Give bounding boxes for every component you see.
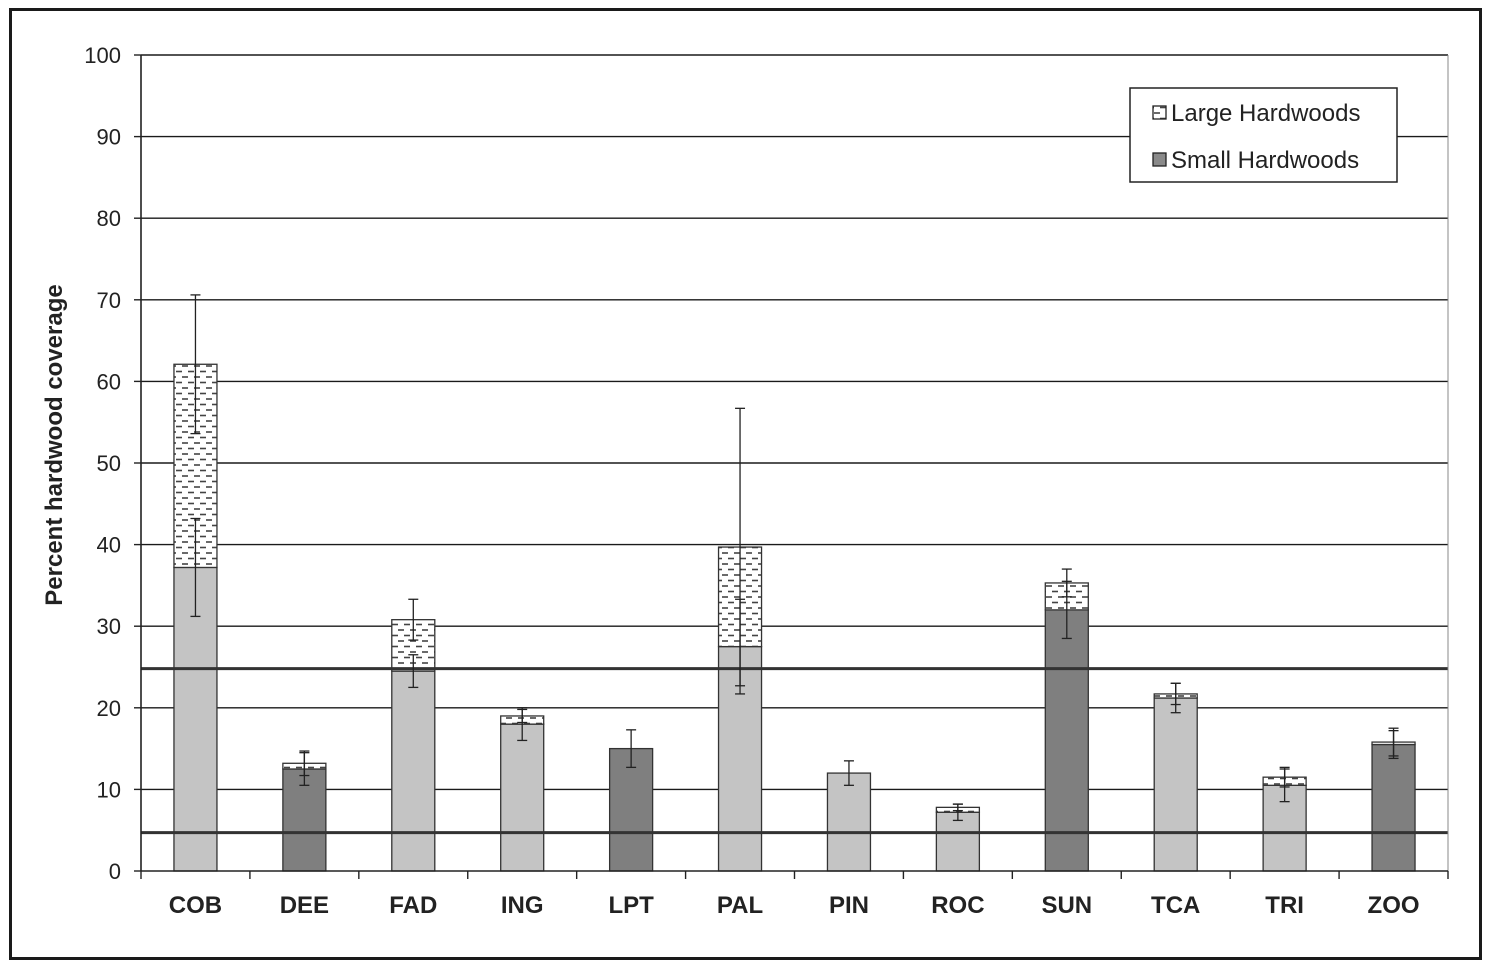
y-tick-label: 50 bbox=[97, 451, 121, 476]
bar-small-fad bbox=[391, 670, 436, 872]
y-tick-label: 60 bbox=[97, 369, 121, 394]
bar-small-dee bbox=[282, 768, 327, 872]
bar-small-ing bbox=[500, 723, 545, 872]
bars bbox=[173, 363, 1416, 872]
legend-swatch-large bbox=[1152, 105, 1167, 120]
legend: Large Hardwoods Small Hardwoods bbox=[1129, 87, 1398, 183]
reference-lines bbox=[141, 667, 1448, 835]
x-category-label: ZOO bbox=[1368, 892, 1420, 919]
y-tick-label: 80 bbox=[97, 206, 121, 231]
y-tick-label: 0 bbox=[109, 859, 121, 884]
x-category-label: TRI bbox=[1265, 892, 1304, 919]
bar-small-pin bbox=[826, 772, 872, 872]
legend-label-large: Large Hardwoods bbox=[1171, 100, 1360, 127]
y-tick-label: 40 bbox=[97, 533, 121, 558]
bar-small-cob bbox=[173, 566, 218, 872]
legend-label-small: Small Hardwoods bbox=[1171, 147, 1359, 174]
x-category-label: ING bbox=[501, 892, 544, 919]
bar-small-zoo bbox=[1371, 743, 1416, 872]
legend-box bbox=[1129, 87, 1398, 183]
labels: 0 10 20 30 40 50 60 70 80 90 100 COB DEE FAD ING LPT PAL… bbox=[84, 43, 1419, 919]
x-category-label: LPT bbox=[608, 892, 654, 919]
x-category-label: PAL bbox=[717, 892, 763, 919]
axes bbox=[134, 54, 1449, 879]
y-tick-label: 10 bbox=[97, 777, 121, 802]
y-tick-label: 30 bbox=[97, 614, 121, 639]
y-tick-label: 20 bbox=[97, 696, 121, 721]
y-axis-title: Percent hardwood coverage bbox=[41, 284, 68, 605]
bar-small-tca bbox=[1153, 697, 1198, 872]
bar-small-lpt bbox=[608, 747, 654, 872]
error-bars bbox=[190, 294, 1399, 822]
x-category-label: DEE bbox=[280, 892, 329, 919]
y-tick-label: 70 bbox=[97, 288, 121, 313]
x-category-label: FAD bbox=[389, 892, 437, 919]
legend-swatch-small bbox=[1152, 152, 1167, 167]
x-category-label: COB bbox=[169, 892, 222, 919]
chart-frame bbox=[9, 8, 1482, 960]
x-category-label: PIN bbox=[829, 892, 869, 919]
x-category-label: TCA bbox=[1151, 892, 1200, 919]
y-tick-label: 100 bbox=[84, 43, 121, 68]
x-category-label: ROC bbox=[931, 892, 984, 919]
x-category-label: SUN bbox=[1041, 892, 1092, 919]
bar-small-roc bbox=[935, 811, 981, 872]
y-tick-label: 90 bbox=[97, 125, 121, 150]
